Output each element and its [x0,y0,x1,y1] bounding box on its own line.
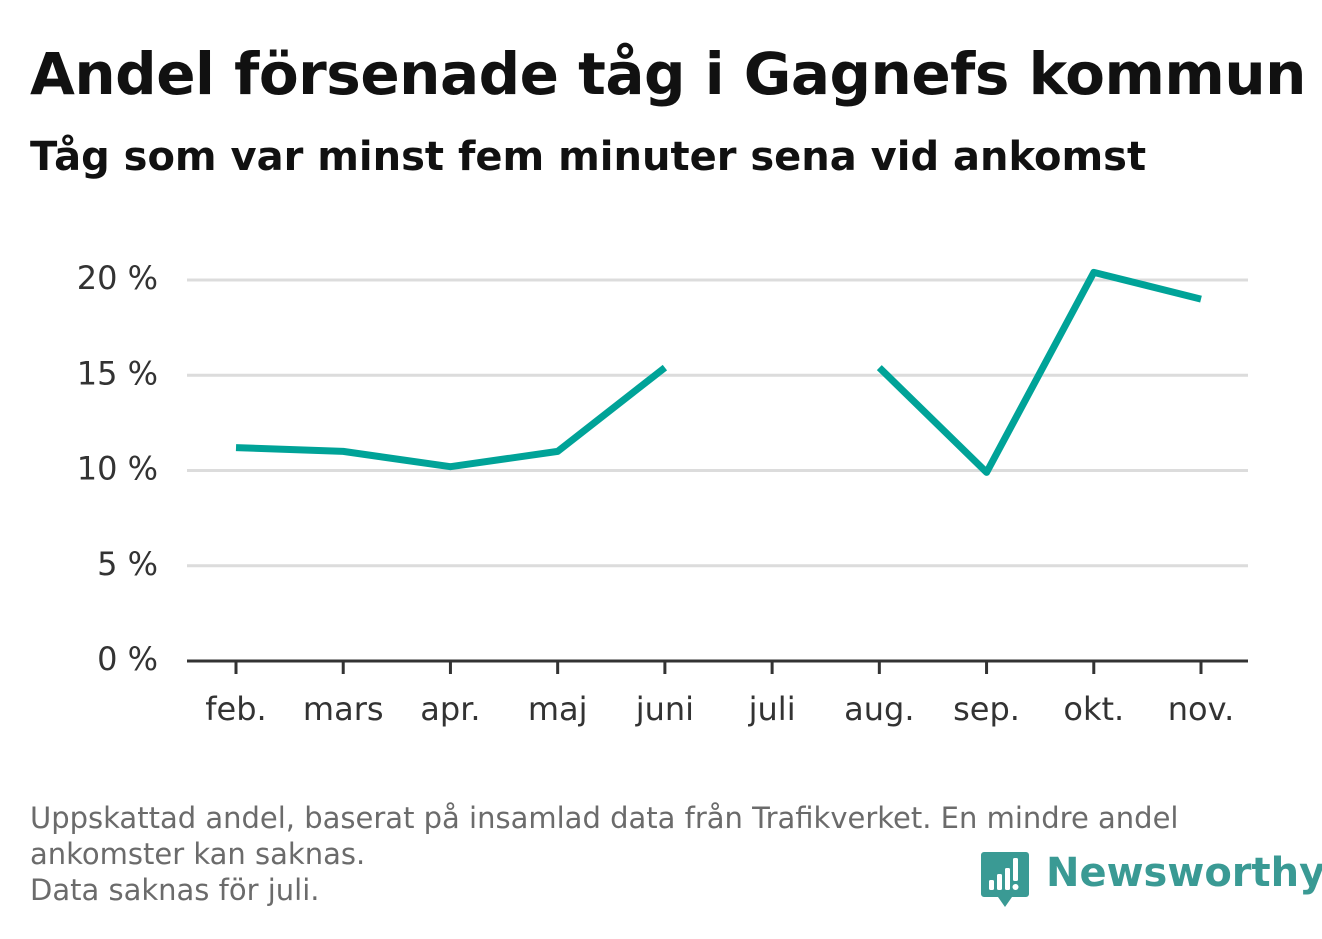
x-tick-label: okt. [1063,690,1124,728]
x-tick-label: maj [528,690,588,728]
footnote-line: Data saknas för juli. [30,873,320,907]
footnote: Uppskattad andel, baserat på insamlad da… [30,800,1280,908]
x-tick-label: nov. [1168,690,1234,728]
y-tick-label: 15 % [77,354,158,392]
y-tick-labels: 0 % 5 % 10 % 15 % 20 % [77,259,158,678]
x-tick-label: juni [635,690,694,728]
gridlines [187,278,1248,568]
brand-name: Newsworthy [1046,850,1322,896]
y-tick-label: 20 % [77,259,158,297]
newsworthy-logo: Newsworthy [980,850,1322,910]
y-tick-label: 10 % [77,450,158,488]
x-tick-label: feb. [205,690,266,728]
series-line-segment [235,364,668,471]
x-tick-label: apr. [420,690,480,728]
y-tick-label: 0 % [97,640,158,678]
y-tick-label: 5 % [97,545,158,583]
x-axis [187,659,1248,674]
x-tick-labels: feb. mars apr. maj juni juli aug. sep. okt. nov. [205,690,1234,728]
footnote-line: Uppskattad andel, baserat på insamlad da… [30,801,1179,835]
x-tick-label: sep. [953,690,1020,728]
x-tick-label: aug. [844,690,914,728]
footnote-line: ankomster kan saknas. [30,837,366,871]
newsworthy-logo-icon [981,852,1029,907]
x-tick-label: mars [303,690,384,728]
series-line-segment [876,268,1202,476]
line-chart: 0 % 5 % 10 % 15 % 20 % feb. mars apr. maj juni ju… [77,259,1248,728]
chart-title: Andel försenade tåg i Gagnefs kommun [30,40,1306,108]
chart-subtitle: Tåg som var minst fem minuter sena vid a… [30,134,1147,180]
series-lines [235,268,1202,476]
x-tick-label: juli [748,690,796,728]
